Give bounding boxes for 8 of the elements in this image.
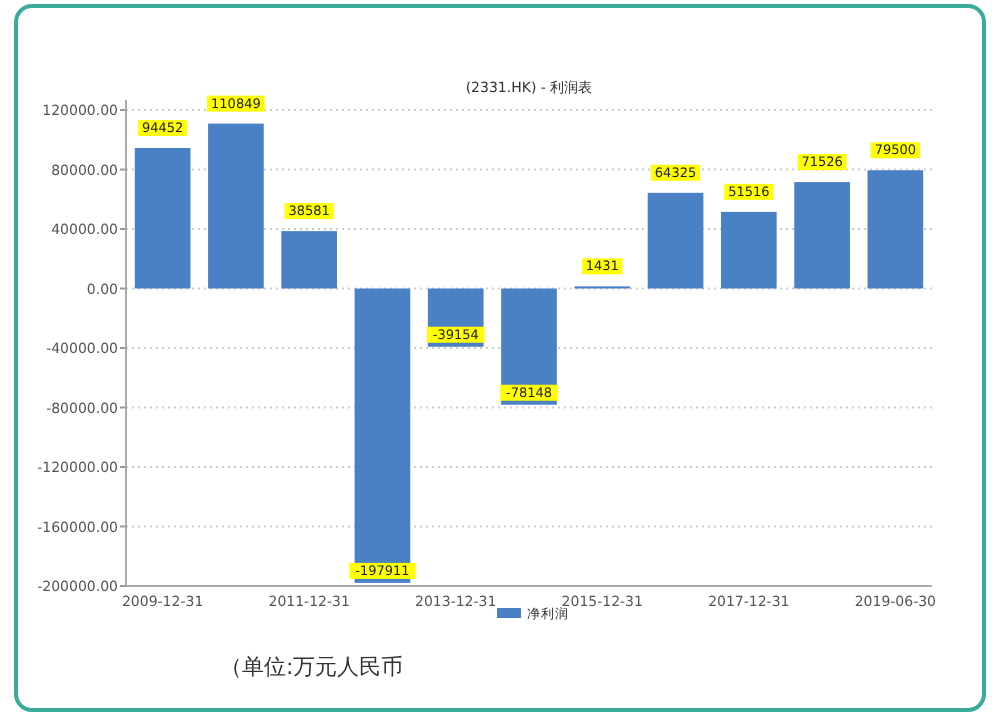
bar: [720, 211, 777, 289]
bar: [208, 123, 264, 289]
bar: [134, 148, 191, 289]
text: （单位:万元人民币: [220, 654, 404, 680]
bar: [647, 192, 704, 289]
bar: [281, 231, 338, 289]
bar: [867, 170, 924, 289]
bar: [794, 182, 850, 289]
